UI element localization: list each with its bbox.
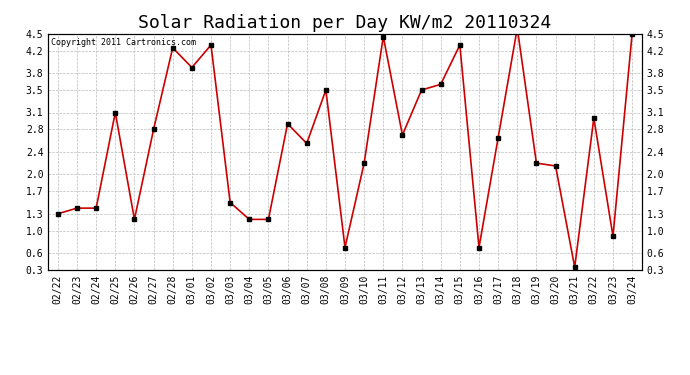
Text: Copyright 2011 Cartronics.com: Copyright 2011 Cartronics.com <box>51 39 196 48</box>
Title: Solar Radiation per Day KW/m2 20110324: Solar Radiation per Day KW/m2 20110324 <box>139 14 551 32</box>
